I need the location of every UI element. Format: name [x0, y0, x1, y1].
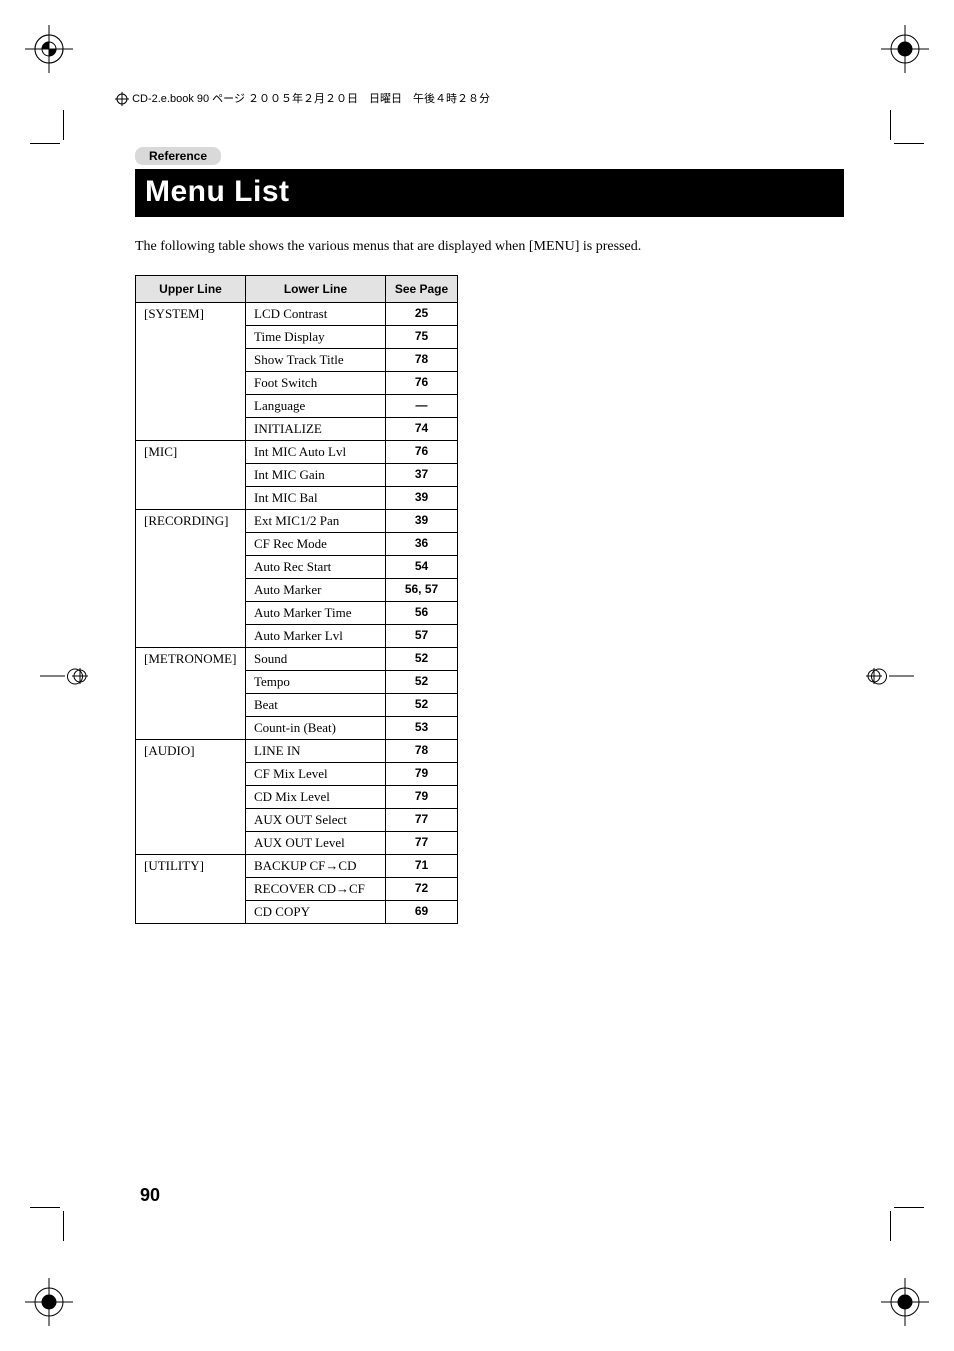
see-page-cell: 77 — [386, 809, 458, 832]
lower-line-cell: Auto Marker — [246, 579, 386, 602]
see-page-cell: 72 — [386, 878, 458, 901]
crop-mark — [890, 1211, 891, 1241]
lower-line-cell: Auto Marker Lvl — [246, 625, 386, 648]
crop-mark — [63, 1211, 64, 1241]
see-page-cell: 76 — [386, 441, 458, 464]
see-page-cell: 54 — [386, 556, 458, 579]
lower-line-cell: RECOVER CD→CF — [246, 878, 386, 901]
see-page-cell: 71 — [386, 855, 458, 878]
see-page-cell: 75 — [386, 326, 458, 349]
lower-line-cell: Int MIC Gain — [246, 464, 386, 487]
lower-line-cell: Tempo — [246, 671, 386, 694]
lower-line-cell: Int MIC Bal — [246, 487, 386, 510]
lower-line-cell: Ext MIC1/2 Pan — [246, 510, 386, 533]
upper-line-cell: [RECORDING] — [136, 510, 246, 648]
registration-mark-tr — [881, 25, 929, 73]
lower-line-cell: INITIALIZE — [246, 418, 386, 441]
menu-list-table: Upper Line Lower Line See Page [SYSTEM]L… — [135, 275, 458, 924]
see-page-cell: 78 — [386, 740, 458, 763]
lower-line-cell: Foot Switch — [246, 372, 386, 395]
table-row: [RECORDING]Ext MIC1/2 Pan39 — [136, 510, 458, 533]
lower-line-cell: Show Track Title — [246, 349, 386, 372]
reference-section-label: Reference — [65, 145, 889, 165]
upper-line-cell: [SYSTEM] — [136, 303, 246, 441]
table-row: [UTILITY]BACKUP CF→CD71 — [136, 855, 458, 878]
lower-line-cell: CD COPY — [246, 901, 386, 924]
upper-line-cell: [MIC] — [136, 441, 246, 510]
table-header-upper: Upper Line — [136, 276, 246, 303]
crop-mark — [30, 143, 60, 144]
crop-mark-mid-left — [40, 675, 65, 676]
lower-line-cell: Auto Rec Start — [246, 556, 386, 579]
table-row: [METRONOME]Sound52 — [136, 648, 458, 671]
lower-line-cell: CF Mix Level — [246, 763, 386, 786]
table-row: [MIC]Int MIC Auto Lvl76 — [136, 441, 458, 464]
see-page-cell: 78 — [386, 349, 458, 372]
lower-line-cell: BACKUP CF→CD — [246, 855, 386, 878]
lower-line-cell: Time Display — [246, 326, 386, 349]
see-page-cell: 79 — [386, 786, 458, 809]
see-page-cell: 52 — [386, 671, 458, 694]
upper-line-cell: [METRONOME] — [136, 648, 246, 740]
lower-line-cell: Sound — [246, 648, 386, 671]
see-page-cell: 69 — [386, 901, 458, 924]
lower-line-cell: LINE IN — [246, 740, 386, 763]
table-row: [SYSTEM]LCD Contrast25 — [136, 303, 458, 326]
lower-line-cell: Beat — [246, 694, 386, 717]
lower-line-cell: AUX OUT Level — [246, 832, 386, 855]
lower-line-cell: LCD Contrast — [246, 303, 386, 326]
prepress-header-text: CD-2.e.book 90 ページ ２００５年２月２０日 日曜日 午後４時２８… — [115, 90, 490, 106]
see-page-cell: 56, 57 — [386, 579, 458, 602]
table-header-row: Upper Line Lower Line See Page — [136, 276, 458, 303]
see-page-cell: 76 — [386, 372, 458, 395]
lower-line-cell: Language — [246, 395, 386, 418]
see-page-cell: — — [386, 395, 458, 418]
see-page-cell: 74 — [386, 418, 458, 441]
crop-mark — [890, 110, 891, 140]
intro-paragraph: The following table shows the various me… — [135, 239, 889, 255]
see-page-cell: 25 — [386, 303, 458, 326]
crop-mark — [63, 110, 64, 140]
page-number: 90 — [140, 1185, 160, 1206]
registration-mark-bl — [25, 1278, 73, 1326]
see-page-cell: 79 — [386, 763, 458, 786]
crop-mark — [30, 1207, 60, 1208]
crop-mark — [894, 143, 924, 144]
lower-line-cell: CF Rec Mode — [246, 533, 386, 556]
page-title-bar: Menu List — [135, 169, 844, 217]
table-row: [AUDIO]LINE IN78 — [136, 740, 458, 763]
lower-line-cell: Int MIC Auto Lvl — [246, 441, 386, 464]
registration-mark-tl — [25, 25, 73, 73]
lower-line-cell: AUX OUT Select — [246, 809, 386, 832]
lower-line-cell: Auto Marker Time — [246, 602, 386, 625]
table-header-lower: Lower Line — [246, 276, 386, 303]
table-header-page: See Page — [386, 276, 458, 303]
see-page-cell: 52 — [386, 648, 458, 671]
see-page-cell: 52 — [386, 694, 458, 717]
see-page-cell: 39 — [386, 510, 458, 533]
crop-mark — [894, 1207, 924, 1208]
page-title: Menu List — [145, 175, 290, 208]
crop-mark-mid-right — [889, 675, 914, 676]
lower-line-cell: CD Mix Level — [246, 786, 386, 809]
registration-mark-br — [881, 1278, 929, 1326]
page-content: Reference Menu List The following table … — [65, 145, 889, 1206]
see-page-cell: 39 — [386, 487, 458, 510]
see-page-cell: 53 — [386, 717, 458, 740]
see-page-cell: 77 — [386, 832, 458, 855]
upper-line-cell: [AUDIO] — [136, 740, 246, 855]
see-page-cell: 57 — [386, 625, 458, 648]
upper-line-cell: [UTILITY] — [136, 855, 246, 924]
see-page-cell: 36 — [386, 533, 458, 556]
see-page-cell: 37 — [386, 464, 458, 487]
lower-line-cell: Count-in (Beat) — [246, 717, 386, 740]
see-page-cell: 56 — [386, 602, 458, 625]
